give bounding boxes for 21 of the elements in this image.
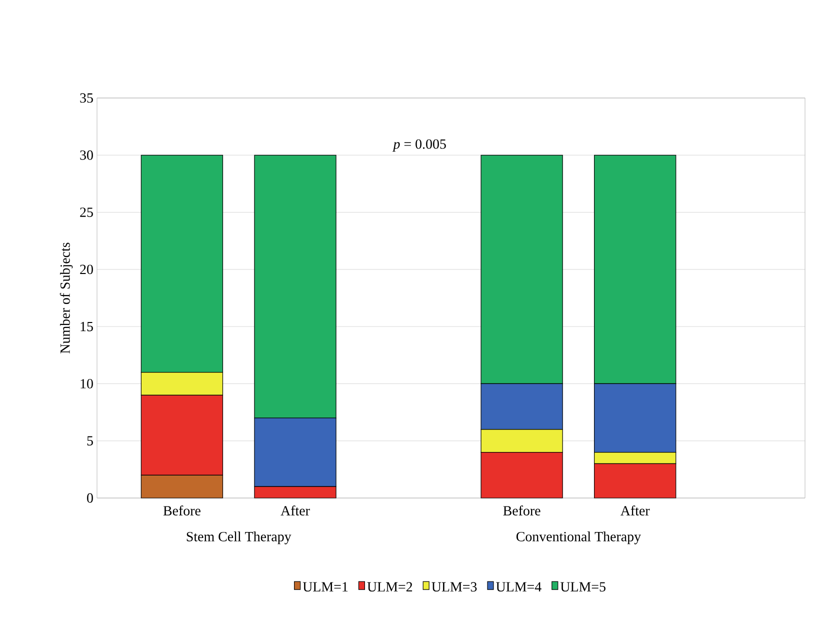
y-axis-title: Number of Subjects	[60, 242, 73, 354]
legend-label: ULM=4	[496, 582, 542, 592]
annotation: p = 0.005	[392, 139, 446, 152]
legend-label: ULM=1	[302, 582, 348, 592]
text: Conventional Therapy	[516, 532, 641, 544]
y-tick-label: 25	[80, 208, 93, 217]
legend-label: ULM=2	[367, 582, 412, 592]
text: Stem Cell Therapy	[186, 532, 292, 544]
legend-label: ULM=5	[560, 582, 606, 592]
y-tick-label: 0	[87, 493, 93, 503]
x-tick-label: After	[620, 506, 650, 516]
x-tick-label: After	[280, 506, 310, 516]
x-tick-label: Before	[503, 506, 540, 516]
y-tick-label: 5	[87, 436, 93, 446]
y-tick-label: 15	[80, 322, 93, 332]
legend-label: ULM=3	[432, 582, 477, 592]
y-tick-label: 10	[80, 379, 93, 388]
y-tick-label: 30	[80, 150, 93, 160]
y-tick-label: 35	[80, 93, 93, 103]
x-tick-label: Before	[163, 506, 200, 516]
y-tick-label: 20	[80, 264, 93, 274]
